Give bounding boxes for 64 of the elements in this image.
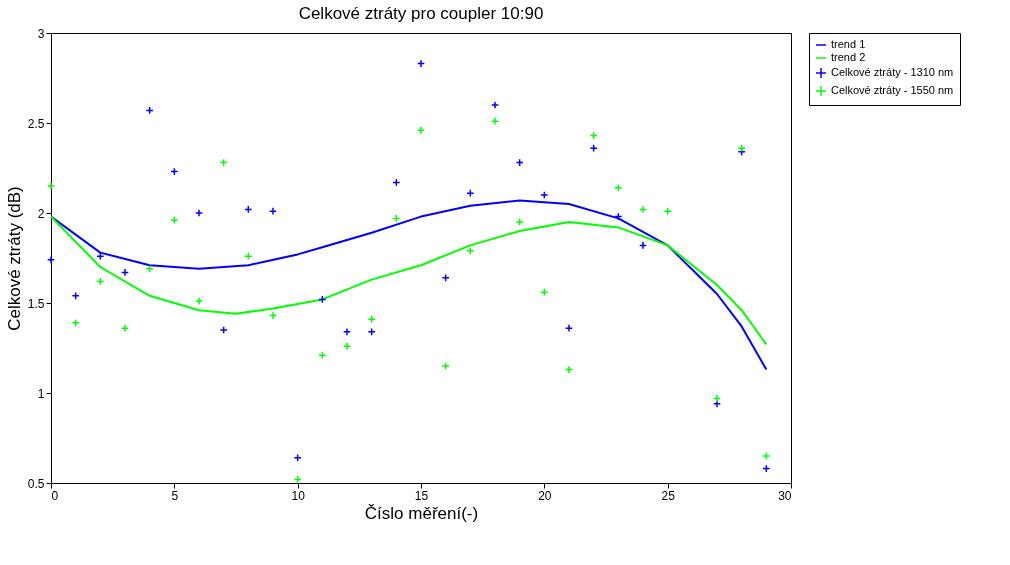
x-tick-label: 10 [291, 488, 306, 503]
x-tick-label: 20 [538, 488, 552, 503]
point [515, 217, 524, 227]
point [564, 365, 574, 374]
point [342, 342, 352, 351]
point [170, 216, 179, 225]
x-tick-label: 30 [778, 488, 792, 503]
point [663, 207, 672, 216]
point [268, 311, 278, 320]
y-tick-label: 1 [37, 386, 45, 401]
point [416, 59, 426, 68]
chart-title: Celkové ztráty pro coupler 10:90 [298, 4, 544, 23]
point [194, 297, 204, 306]
point [342, 327, 352, 336]
point [219, 325, 228, 335]
point [416, 126, 426, 135]
point [244, 252, 253, 261]
line-series [50, 199, 768, 371]
point [540, 190, 549, 200]
point [120, 268, 130, 277]
x-tick-label: 15 [414, 488, 429, 503]
point [564, 324, 574, 333]
legend-label: trend 1 [831, 38, 866, 50]
point [466, 189, 475, 198]
point [441, 273, 450, 282]
line-series [50, 215, 768, 346]
point [194, 208, 204, 218]
point [466, 246, 475, 255]
point [490, 100, 500, 110]
point [638, 241, 648, 250]
point [318, 351, 327, 360]
y-tick-label: 1.5 [27, 296, 45, 311]
x-axis-title: Číslo měření(-) [364, 503, 479, 523]
point [96, 252, 105, 261]
y-tick-label: 2.5 [27, 116, 45, 131]
point [71, 318, 80, 327]
legend-label: Celkové ztráty - 1310 nm [831, 66, 954, 78]
point [614, 183, 623, 192]
y-axis-title: Celkové ztráty (dB) [4, 186, 24, 331]
point [46, 181, 56, 191]
point [71, 291, 80, 300]
point [712, 394, 722, 403]
point [540, 288, 549, 297]
legend-label: Celkové ztráty - 1550 nm [831, 84, 954, 96]
point [293, 453, 302, 462]
point [490, 117, 500, 126]
y-tick-label: 0.5 [27, 476, 45, 491]
x-tick-label: 25 [661, 488, 676, 503]
point [145, 264, 154, 273]
point [46, 255, 56, 264]
legend-label: trend 2 [831, 51, 866, 63]
point [441, 361, 450, 371]
x-tick-label: 5 [171, 488, 179, 503]
point [120, 324, 130, 333]
point [367, 315, 376, 324]
y-tick-label: 3 [37, 26, 45, 41]
point [762, 451, 771, 461]
point [712, 399, 722, 408]
point [589, 144, 598, 153]
x-tick-label: 0 [51, 488, 59, 503]
y-tick-label: 2 [37, 206, 45, 221]
point [638, 205, 648, 214]
point [367, 327, 376, 336]
point [268, 207, 278, 216]
